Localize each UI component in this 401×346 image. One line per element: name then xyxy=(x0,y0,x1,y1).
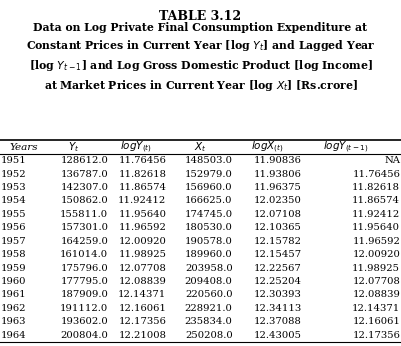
Text: 11.93806: 11.93806 xyxy=(254,170,302,179)
Text: 235834.0: 235834.0 xyxy=(185,317,233,326)
Text: 157301.0: 157301.0 xyxy=(60,223,108,232)
Text: 11.82618: 11.82618 xyxy=(352,183,400,192)
Text: 180530.0: 180530.0 xyxy=(185,223,233,232)
Text: 11.96592: 11.96592 xyxy=(119,223,166,232)
Text: 1962: 1962 xyxy=(1,304,27,313)
Text: 175796.0: 175796.0 xyxy=(61,264,108,273)
Text: 12.21008: 12.21008 xyxy=(118,331,166,340)
Text: 1963: 1963 xyxy=(1,317,27,326)
Text: 191112.0: 191112.0 xyxy=(60,304,108,313)
Text: 11.98925: 11.98925 xyxy=(352,264,400,273)
Text: $X_t$: $X_t$ xyxy=(194,140,207,154)
Text: 11.98925: 11.98925 xyxy=(118,250,166,259)
Text: 1958: 1958 xyxy=(1,250,27,259)
Text: 11.96592: 11.96592 xyxy=(352,237,400,246)
Text: 209408.0: 209408.0 xyxy=(185,277,233,286)
Text: 1956: 1956 xyxy=(1,223,27,232)
Text: 150862.0: 150862.0 xyxy=(61,197,108,206)
Text: 12.15457: 12.15457 xyxy=(253,250,302,259)
Text: 1957: 1957 xyxy=(1,237,27,246)
Text: $logX_{(t)}$: $logX_{(t)}$ xyxy=(251,139,284,155)
Text: 12.37088: 12.37088 xyxy=(254,317,302,326)
Text: NA: NA xyxy=(384,156,400,165)
Text: 11.92412: 11.92412 xyxy=(118,197,166,206)
Text: 152979.0: 152979.0 xyxy=(185,170,233,179)
Text: 1953: 1953 xyxy=(1,183,27,192)
Text: 11.86574: 11.86574 xyxy=(118,183,166,192)
Text: 12.08839: 12.08839 xyxy=(352,290,400,299)
Text: 189960.0: 189960.0 xyxy=(185,250,233,259)
Text: 174745.0: 174745.0 xyxy=(184,210,233,219)
Text: 164259.0: 164259.0 xyxy=(61,237,108,246)
Text: 1959: 1959 xyxy=(1,264,27,273)
Text: 1954: 1954 xyxy=(1,197,27,206)
Text: 12.00920: 12.00920 xyxy=(352,250,400,259)
Text: 190578.0: 190578.0 xyxy=(185,237,233,246)
Text: 12.16061: 12.16061 xyxy=(119,304,166,313)
Text: 12.07708: 12.07708 xyxy=(352,277,400,286)
Text: 200804.0: 200804.0 xyxy=(61,331,108,340)
Text: 128612.0: 128612.0 xyxy=(61,156,108,165)
Text: 220560.0: 220560.0 xyxy=(185,290,233,299)
Text: 155811.0: 155811.0 xyxy=(60,210,108,219)
Text: 1955: 1955 xyxy=(1,210,27,219)
Text: 11.86574: 11.86574 xyxy=(352,197,400,206)
Text: $logY_{(t)}$: $logY_{(t)}$ xyxy=(120,139,152,155)
Text: 11.82618: 11.82618 xyxy=(118,170,166,179)
Text: 1961: 1961 xyxy=(1,290,27,299)
Text: 12.34113: 12.34113 xyxy=(253,304,302,313)
Text: 12.07108: 12.07108 xyxy=(253,210,302,219)
Text: $logY_{(t-1)}$: $logY_{(t-1)}$ xyxy=(323,139,369,155)
Text: 11.95640: 11.95640 xyxy=(118,210,166,219)
Text: 11.76456: 11.76456 xyxy=(352,170,400,179)
Text: 177795.0: 177795.0 xyxy=(61,277,108,286)
Text: 12.10365: 12.10365 xyxy=(254,223,302,232)
Text: 12.02350: 12.02350 xyxy=(254,197,302,206)
Text: 12.25204: 12.25204 xyxy=(253,277,302,286)
Text: 11.76456: 11.76456 xyxy=(119,156,166,165)
Text: Data on Log Private Final Consumption Expenditure at
Constant Prices in Current : Data on Log Private Final Consumption Ex… xyxy=(26,22,375,93)
Text: 250208.0: 250208.0 xyxy=(185,331,233,340)
Text: 12.17356: 12.17356 xyxy=(352,331,400,340)
Text: 12.17356: 12.17356 xyxy=(119,317,166,326)
Text: 142307.0: 142307.0 xyxy=(60,183,108,192)
Text: 1951: 1951 xyxy=(1,156,27,165)
Text: 187909.0: 187909.0 xyxy=(61,290,108,299)
Text: 12.30393: 12.30393 xyxy=(254,290,302,299)
Text: 11.92412: 11.92412 xyxy=(352,210,400,219)
Text: 136787.0: 136787.0 xyxy=(61,170,108,179)
Text: 1964: 1964 xyxy=(1,331,27,340)
Text: 12.14371: 12.14371 xyxy=(352,304,400,313)
Text: 12.07708: 12.07708 xyxy=(119,264,166,273)
Text: 166625.0: 166625.0 xyxy=(185,197,233,206)
Text: TABLE 3.12: TABLE 3.12 xyxy=(160,10,241,23)
Text: 12.14371: 12.14371 xyxy=(118,290,166,299)
Text: 156960.0: 156960.0 xyxy=(185,183,233,192)
Text: 12.08839: 12.08839 xyxy=(119,277,166,286)
Text: 11.95640: 11.95640 xyxy=(352,223,400,232)
Text: 161014.0: 161014.0 xyxy=(60,250,108,259)
Text: 193602.0: 193602.0 xyxy=(61,317,108,326)
Text: 12.16061: 12.16061 xyxy=(352,317,400,326)
Text: 11.96375: 11.96375 xyxy=(254,183,302,192)
Text: 1960: 1960 xyxy=(1,277,27,286)
Text: 12.43005: 12.43005 xyxy=(253,331,302,340)
Text: Years: Years xyxy=(10,143,38,152)
Text: 12.22567: 12.22567 xyxy=(254,264,302,273)
Text: 1952: 1952 xyxy=(1,170,27,179)
Text: 203958.0: 203958.0 xyxy=(185,264,233,273)
Text: 11.90836: 11.90836 xyxy=(254,156,302,165)
Text: 12.00920: 12.00920 xyxy=(119,237,166,246)
Text: 12.15782: 12.15782 xyxy=(253,237,302,246)
Text: 148503.0: 148503.0 xyxy=(184,156,233,165)
Text: 228921.0: 228921.0 xyxy=(185,304,233,313)
Text: $Y_t$: $Y_t$ xyxy=(69,140,80,154)
